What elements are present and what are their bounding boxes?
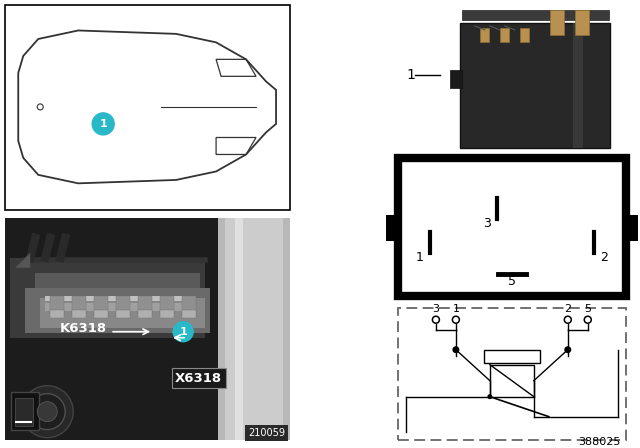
- Text: 5: 5: [508, 275, 516, 288]
- Text: 2: 2: [600, 251, 608, 264]
- Circle shape: [433, 316, 440, 323]
- Text: 388025: 388025: [579, 437, 621, 447]
- Bar: [40, 298, 205, 328]
- Text: 3: 3: [483, 217, 491, 230]
- Bar: [5, 5, 290, 210]
- Circle shape: [452, 316, 460, 323]
- Text: 1: 1: [179, 327, 187, 337]
- Bar: [72, 296, 86, 314]
- Bar: [50, 296, 64, 314]
- Polygon shape: [15, 253, 30, 268]
- Bar: [94, 296, 108, 314]
- Bar: [182, 296, 196, 314]
- Bar: [5, 218, 290, 439]
- Text: 1: 1: [406, 68, 415, 82]
- Bar: [138, 310, 152, 318]
- Bar: [575, 10, 589, 35]
- Circle shape: [29, 394, 65, 430]
- Bar: [573, 23, 583, 148]
- Bar: [94, 310, 108, 318]
- Bar: [138, 296, 152, 314]
- Text: 1: 1: [452, 304, 460, 314]
- Bar: [626, 215, 637, 241]
- Bar: [460, 23, 610, 148]
- Circle shape: [173, 322, 193, 342]
- Text: 1: 1: [99, 119, 107, 129]
- Circle shape: [21, 386, 73, 438]
- Bar: [160, 296, 174, 314]
- Bar: [218, 218, 290, 439]
- Circle shape: [37, 402, 57, 422]
- Bar: [45, 296, 185, 301]
- Bar: [182, 310, 196, 318]
- Bar: [450, 70, 462, 88]
- Bar: [72, 310, 86, 318]
- Bar: [15, 398, 33, 426]
- Bar: [398, 308, 626, 439]
- Circle shape: [584, 316, 591, 323]
- Circle shape: [564, 316, 572, 323]
- Bar: [160, 310, 174, 318]
- Bar: [490, 365, 534, 396]
- Bar: [10, 258, 205, 338]
- Circle shape: [564, 346, 572, 353]
- Text: 5: 5: [584, 304, 591, 314]
- Bar: [462, 10, 609, 20]
- Bar: [398, 158, 626, 296]
- Bar: [35, 273, 200, 333]
- Bar: [480, 28, 489, 42]
- Bar: [45, 303, 185, 311]
- Bar: [386, 215, 398, 241]
- Text: 210059: 210059: [248, 428, 285, 438]
- Bar: [235, 218, 243, 439]
- Bar: [550, 10, 564, 35]
- Circle shape: [92, 113, 114, 135]
- Bar: [12, 392, 39, 430]
- Text: 1: 1: [416, 251, 424, 264]
- Bar: [500, 28, 509, 42]
- Text: X6318: X6318: [175, 372, 222, 385]
- Circle shape: [452, 346, 460, 353]
- Circle shape: [487, 394, 492, 399]
- Bar: [484, 350, 540, 363]
- Bar: [116, 296, 130, 314]
- Text: 2: 2: [564, 304, 572, 314]
- Text: K6318: K6318: [60, 322, 108, 335]
- Bar: [520, 28, 529, 42]
- Bar: [116, 310, 130, 318]
- Text: 3: 3: [433, 304, 440, 314]
- Bar: [50, 310, 64, 318]
- Bar: [25, 288, 210, 333]
- Bar: [225, 218, 283, 439]
